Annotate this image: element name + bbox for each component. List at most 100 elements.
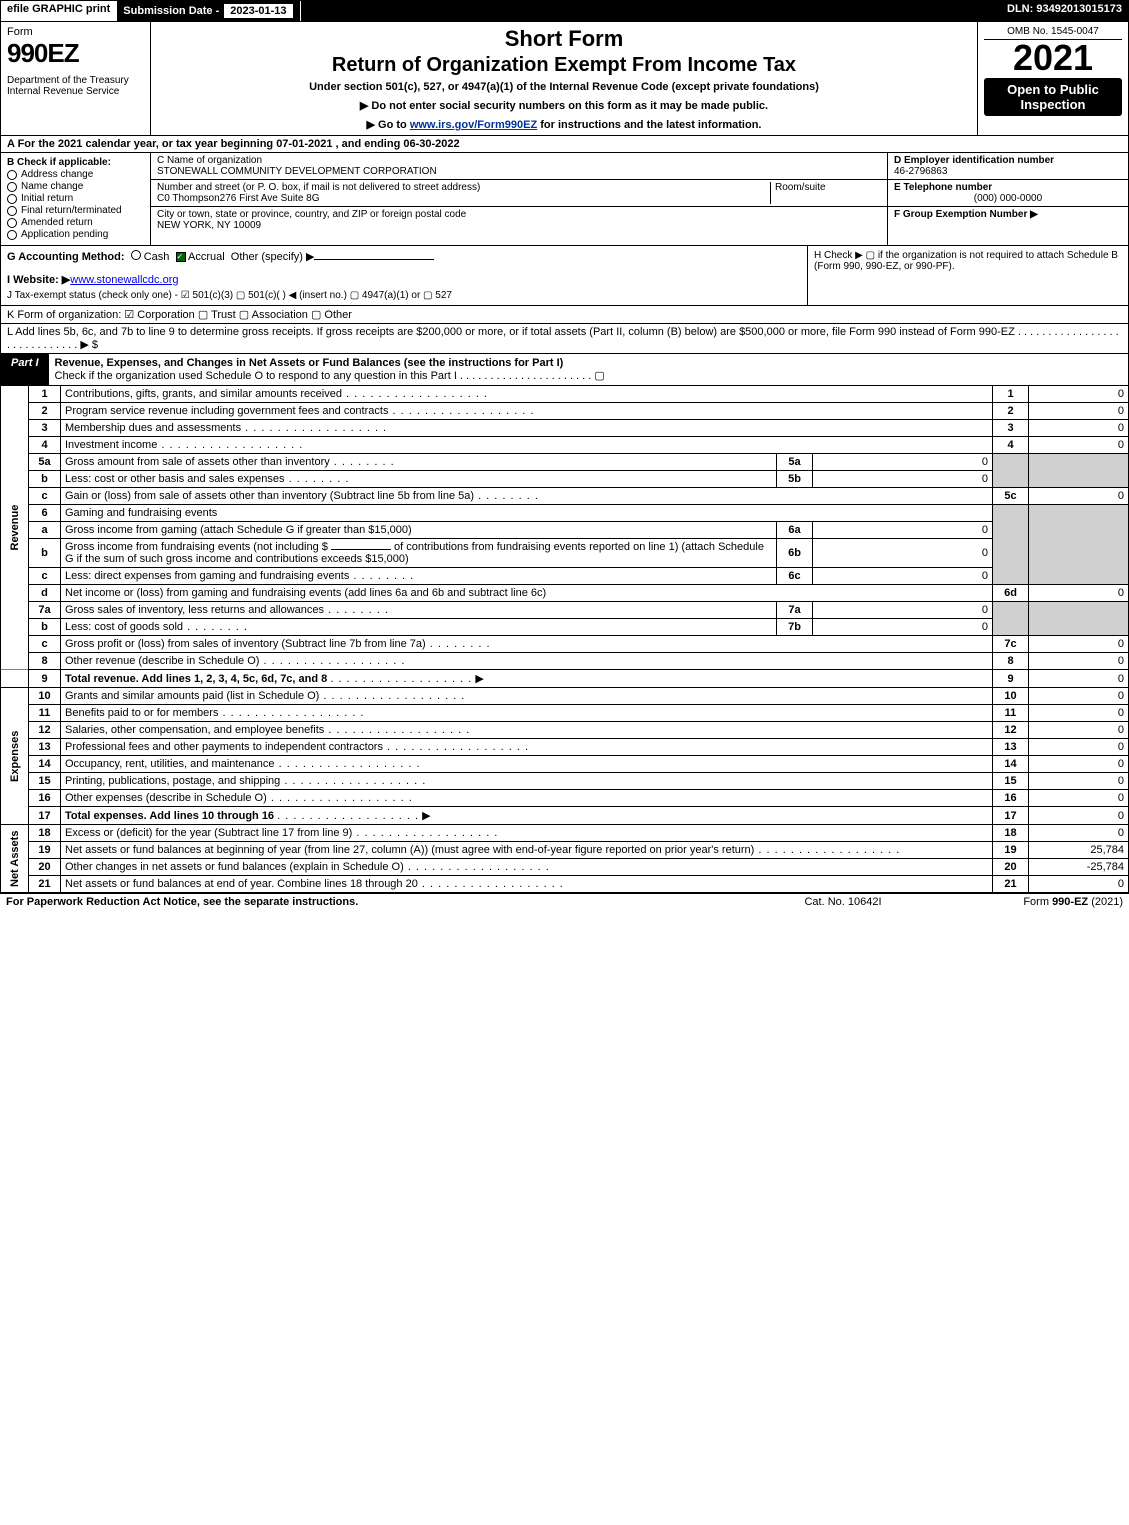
desc-6: Gaming and fundraising events [61,505,993,522]
amt-16: 0 [1029,790,1129,807]
desc-2: Program service revenue including govern… [61,403,993,420]
checkbox-cash[interactable] [131,250,141,260]
checkbox-accrual[interactable] [176,252,186,262]
ln-17: 17 [29,807,61,825]
sv-6b: 0 [813,539,993,568]
input-6b-amount[interactable] [331,549,391,550]
section-b: B Check if applicable: Address change Na… [1,153,151,245]
ln-19: 19 [29,842,61,859]
footer-form: Form 990-EZ (2021) [943,896,1123,908]
website-link[interactable]: www.stonewallcdc.org [70,274,178,286]
ln-6a: a [29,522,61,539]
street-value: C0 Thompson276 First Ave Suite 8G [157,193,766,204]
top-bar: efile GRAPHIC print Submission Date - 20… [0,0,1129,22]
side-label-revenue: Revenue [1,386,29,670]
amt-9: 0 [1029,670,1129,688]
short-form-title: Short Form [157,26,971,52]
rln-2: 2 [993,403,1029,420]
amt-17: 0 [1029,807,1129,825]
sl-7b: 7b [777,619,813,636]
desc-9: Total revenue. Add lines 1, 2, 3, 4, 5c,… [61,670,993,688]
section-h: H Check ▶ ▢ if the organization is not r… [808,246,1128,305]
desc-21: Net assets or fund balances at end of ye… [61,876,993,893]
row-l: L Add lines 5b, 6c, and 7b to line 9 to … [0,324,1129,354]
opt-accrual: Accrual [188,251,225,263]
amt-1: 0 [1029,386,1129,403]
ln-5b: b [29,471,61,488]
telephone-label: E Telephone number [894,182,1122,193]
desc-6b-1: Gross income from fundraising events (no… [65,541,328,553]
other-input[interactable] [314,259,434,260]
ln-7b: b [29,619,61,636]
desc-4: Investment income [61,437,993,454]
identity-block: B Check if applicable: Address change Na… [0,153,1129,246]
arrow-9: ▶ [475,673,483,685]
desc-9-text: Total revenue. Add lines 1, 2, 3, 4, 5c,… [65,673,327,685]
ln-7c: c [29,636,61,653]
shade-7 [993,602,1029,636]
sv-7b: 0 [813,619,993,636]
checkbox-name-change[interactable] [7,182,17,192]
rln-4: 4 [993,437,1029,454]
part-1-table: Revenue 1 Contributions, gifts, grants, … [0,386,1129,893]
ein-value: 46-2796863 [894,166,1122,177]
instruction-2-pre: ▶ Go to [367,119,410,131]
form-label: Form [7,26,144,38]
dln: DLN: 93492013015173 [1001,1,1128,21]
amt-8: 0 [1029,653,1129,670]
rln-10: 10 [993,688,1029,705]
rln-15: 15 [993,773,1029,790]
amt-12: 0 [1029,722,1129,739]
desc-6c: Less: direct expenses from gaming and fu… [61,568,777,585]
irs-link[interactable]: www.irs.gov/Form990EZ [410,119,537,131]
ln-3: 3 [29,420,61,437]
desc-16: Other expenses (describe in Schedule O) [61,790,993,807]
opt-other: Other (specify) ▶ [231,251,315,263]
checkbox-address-change[interactable] [7,170,17,180]
rln-18: 18 [993,825,1029,842]
desc-6b: Gross income from fundraising events (no… [61,539,777,568]
desc-15: Printing, publications, postage, and shi… [61,773,993,790]
checkbox-amended-return[interactable] [7,218,17,228]
ln-5c: c [29,488,61,505]
sl-5a: 5a [777,454,813,471]
header-left: Form 990EZ Department of the Treasury In… [1,22,151,135]
rln-8: 8 [993,653,1029,670]
org-name-label: C Name of organization [157,155,881,166]
form-number: 990EZ [7,38,144,69]
desc-17-text: Total expenses. Add lines 10 through 16 [65,810,274,822]
rln-20: 20 [993,859,1029,876]
group-exemption-label: F Group Exemption Number ▶ [894,209,1122,220]
ln-8: 8 [29,653,61,670]
telephone-value: (000) 000-0000 [894,193,1122,204]
ln-1: 1 [29,386,61,403]
opt-final-return: Final return/terminated [21,205,122,216]
main-title: Return of Organization Exempt From Incom… [157,54,971,77]
rln-14: 14 [993,756,1029,773]
amt-18: 0 [1029,825,1129,842]
shade-7-amt [1029,602,1129,636]
desc-17: Total expenses. Add lines 10 through 16 … [61,807,993,825]
sv-6a: 0 [813,522,993,539]
submission-date-label: Submission Date - [123,5,219,17]
department: Department of the Treasury Internal Reve… [7,75,144,97]
ln-21: 21 [29,876,61,893]
efile-print-label[interactable]: efile GRAPHIC print [1,1,117,21]
ln-7a: 7a [29,602,61,619]
desc-7b: Less: cost of goods sold [61,619,777,636]
sl-7a: 7a [777,602,813,619]
desc-5c: Gain or (loss) from sale of assets other… [61,488,993,505]
desc-7a: Gross sales of inventory, less returns a… [61,602,777,619]
desc-13: Professional fees and other payments to … [61,739,993,756]
desc-6a: Gross income from gaming (attach Schedul… [61,522,777,539]
checkbox-application-pending[interactable] [7,230,17,240]
ln-10: 10 [29,688,61,705]
opt-cash: Cash [144,251,170,263]
checkbox-initial-return[interactable] [7,194,17,204]
checkbox-final-return[interactable] [7,206,17,216]
amt-21: 0 [1029,876,1129,893]
sv-5a: 0 [813,454,993,471]
ln-5a: 5a [29,454,61,471]
desc-12: Salaries, other compensation, and employ… [61,722,993,739]
desc-8: Other revenue (describe in Schedule O) [61,653,993,670]
